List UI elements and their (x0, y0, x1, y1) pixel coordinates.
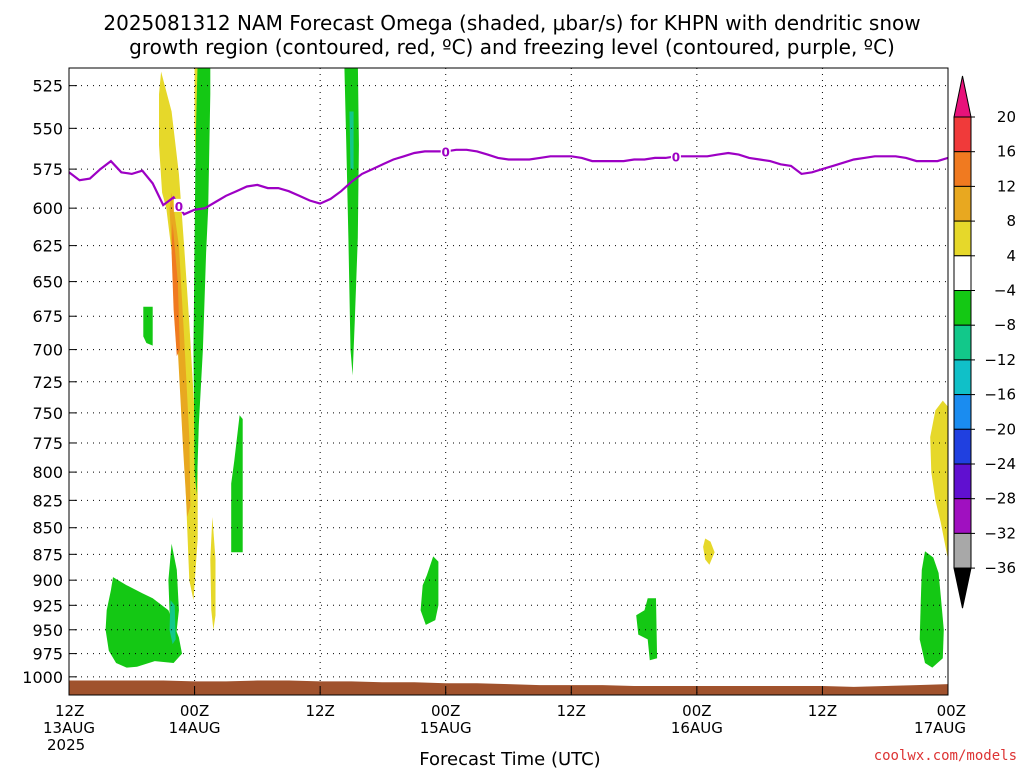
colorbar-swatch (953, 394, 972, 430)
colorbar-swatch (953, 255, 972, 292)
y-tick-label: 525 (32, 77, 63, 96)
colorbar-tick-label: 20 (997, 108, 1016, 126)
omega-region-13 (420, 556, 439, 625)
colorbar-bottom-arrow (953, 567, 972, 609)
freezing-level-layer: 0 0 0 (69, 144, 948, 216)
colorbar-tick-label: −16 (984, 386, 1016, 404)
colorbar-top-arrow (953, 75, 972, 118)
freezing-label-bg (173, 198, 184, 212)
x-tick-label: 16AUG (671, 719, 723, 737)
y-tick-label: 575 (32, 160, 63, 179)
terrain-fill (69, 680, 948, 695)
y-tick-label: 625 (32, 237, 63, 256)
omega-region-6 (171, 223, 180, 357)
omega-shaded-regions (105, 68, 948, 668)
freezing-level-label: 0 (175, 200, 183, 214)
colorbar-tick-label: −36 (984, 559, 1016, 577)
colorbar-swatch (953, 116, 972, 153)
x-tick-label: 14AUG (169, 719, 221, 737)
grid-lines (69, 68, 948, 695)
colorbar-tick-label: −8 (994, 316, 1016, 334)
y-tick-label: 700 (32, 341, 63, 360)
colorbar-tick-label: −4 (994, 282, 1016, 300)
colorbar-swatch (953, 185, 972, 222)
colorbar-swatch (953, 498, 972, 534)
y-tick-label: 850 (32, 519, 63, 538)
y-tick-label: 950 (32, 621, 63, 640)
x-tick-label: 12Z (557, 702, 586, 720)
omega-region-15 (703, 538, 715, 565)
omega-region-3 (143, 306, 153, 346)
y-tick-label: 1000 (22, 668, 63, 687)
freezing-label-bg (670, 149, 681, 163)
x-tick-label: 00Z (431, 702, 460, 720)
y-tick-label: 800 (32, 463, 63, 482)
colorbar-swatch (953, 324, 972, 361)
terrain-layer (69, 680, 948, 695)
x-tick-label: 2025 (47, 736, 85, 754)
colorbar-tick-label: −20 (984, 420, 1016, 438)
y-tick-label: 900 (32, 571, 63, 590)
omega-region-10 (231, 415, 243, 553)
omega-region-12 (349, 111, 354, 170)
y-tick-label: 750 (32, 404, 63, 423)
omega-region-0 (105, 577, 182, 668)
y-tick-label: 650 (32, 273, 63, 292)
x-tick-label: 00Z (682, 702, 711, 720)
colorbar-tick-label: −24 (984, 455, 1016, 473)
y-tick-label: 775 (32, 434, 63, 453)
x-tick-label: 13AUG (43, 719, 95, 737)
x-axis-label: Forecast Time (UTC) (419, 749, 600, 768)
y-tick-label: 675 (32, 307, 63, 326)
y-tick-label: 550 (32, 119, 63, 138)
colorbar-swatch (953, 290, 972, 326)
colorbar-tick-label: 12 (997, 177, 1016, 195)
freezing-level-label: 0 (672, 150, 680, 164)
x-tick-label: 00Z (937, 702, 966, 720)
x-tick-label: 12Z (808, 702, 837, 720)
colorbar: 20 16 12 8 4 −4 −8 −12 −16 −20 −24 −28 −32 −36 (953, 75, 1016, 609)
omega-region-2 (169, 600, 176, 645)
y-axis-ticks: 525 550 575 600 625 650 675 700 725 750 775 800 825 8… (22, 77, 77, 687)
y-tick-label: 600 (32, 199, 63, 218)
colorbar-swatch (953, 220, 972, 257)
omega-region-11 (344, 68, 359, 376)
credit-text: coolwx.com/models (874, 748, 1017, 764)
freezing-label-bg (440, 144, 451, 158)
x-tick-label: 15AUG (420, 719, 472, 737)
omega-region-17 (919, 551, 944, 668)
x-tick-label: 17AUG (914, 719, 966, 737)
chart-title-line-1: 2025081312 NAM Forecast Omega (shaded, μ… (103, 11, 920, 35)
colorbar-swatch (953, 359, 972, 396)
x-tick-label: 12Z (55, 702, 84, 720)
colorbar-tick-label: 4 (1006, 247, 1016, 265)
y-tick-label: 975 (32, 645, 63, 664)
y-tick-label: 875 (32, 545, 63, 564)
colorbar-tick-label: 16 (997, 143, 1016, 161)
x-tick-label: 00Z (180, 702, 209, 720)
omega-region-14 (636, 598, 658, 661)
omega-region-9 (210, 516, 216, 630)
colorbar-tick-label: −28 (984, 490, 1016, 508)
colorbar-tick-label: −32 (984, 524, 1016, 542)
y-tick-label: 825 (32, 491, 63, 510)
freezing-level-label: 0 (442, 145, 450, 159)
colorbar-swatch (953, 532, 972, 569)
colorbar-tick-label: −12 (984, 351, 1016, 369)
chart-title-line-2: growth region (contoured, red, ºC) and f… (129, 35, 895, 59)
x-tick-label: 12Z (305, 702, 334, 720)
omega-region-16 (930, 400, 948, 560)
colorbar-swatch (953, 428, 972, 465)
colorbar-swatch (953, 151, 972, 187)
y-tick-label: 925 (32, 596, 63, 615)
colorbar-swatch (953, 463, 972, 500)
y-tick-label: 725 (32, 373, 63, 392)
freezing-level-line (69, 148, 948, 216)
colorbar-tick-label: 8 (1006, 212, 1016, 230)
